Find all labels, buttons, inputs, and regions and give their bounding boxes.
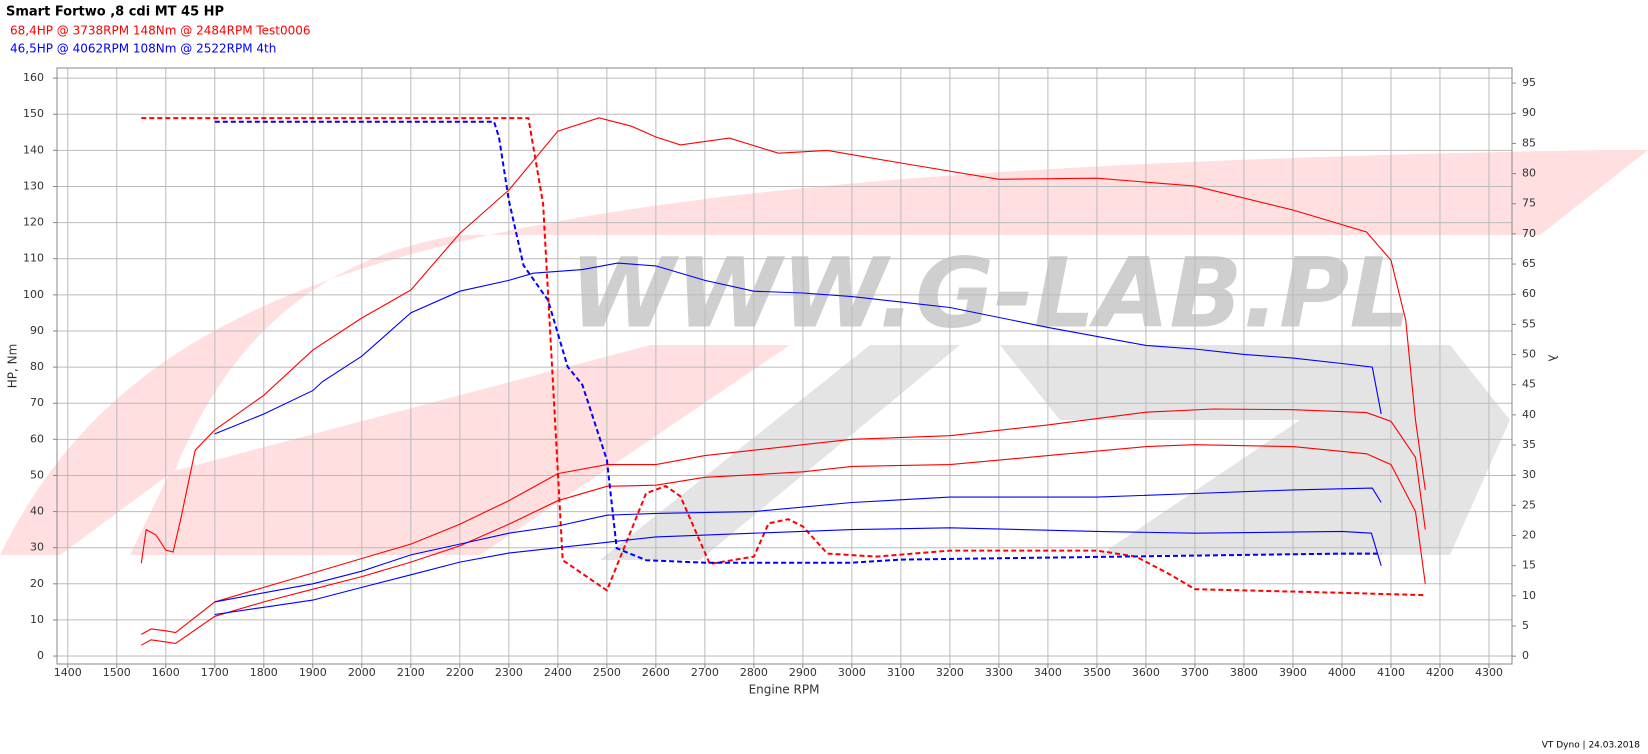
y2-tick-label: 5 xyxy=(1522,619,1529,632)
logo-background xyxy=(0,150,1648,560)
y-tick-label: 50 xyxy=(30,468,44,481)
y-tick-label: 0 xyxy=(37,649,44,662)
x-tick-label: 1700 xyxy=(201,666,229,679)
x-tick-label: 4200 xyxy=(1426,666,1454,679)
grid xyxy=(57,68,1512,664)
x-tick-label: 1800 xyxy=(250,666,278,679)
x-tick-label: 3000 xyxy=(838,666,866,679)
x-axis-label: Engine RPM xyxy=(749,683,820,697)
curve xyxy=(214,262,1382,435)
x-tick-label: 3400 xyxy=(1034,666,1062,679)
y2-tick-label: 80 xyxy=(1522,167,1536,180)
y-tick-label: 110 xyxy=(23,252,44,265)
y-tick-label: 10 xyxy=(30,613,44,626)
y2-tick-label: 70 xyxy=(1522,227,1536,240)
y-tick-label: 70 xyxy=(30,396,44,409)
x-tick-label: 1900 xyxy=(299,666,327,679)
curve xyxy=(140,117,1426,564)
y-tick-label: 90 xyxy=(30,324,44,337)
y2-tick-label: 75 xyxy=(1522,197,1536,210)
y2-tick-label: 85 xyxy=(1522,136,1536,149)
x-tick-label: 2200 xyxy=(446,666,474,679)
x-tick-label: 4000 xyxy=(1328,666,1356,679)
y-tick-label: 130 xyxy=(23,179,44,192)
x-tick-label: 2600 xyxy=(642,666,670,679)
subtitle: 68,4HP @ 3738RPM 148Nm @ 2484RPM Test000… xyxy=(10,24,311,38)
y-tick-label: 60 xyxy=(30,432,44,445)
x-tick-label: 3100 xyxy=(887,666,915,679)
y-tick-label: 100 xyxy=(23,288,44,301)
y2-tick-label: 50 xyxy=(1522,348,1536,361)
x-tick-label: 1500 xyxy=(103,666,131,679)
y-tick-label: 120 xyxy=(23,216,44,229)
curve xyxy=(141,444,1426,646)
x-tick-label: 1600 xyxy=(152,666,180,679)
y-axis-label: HP, Nm xyxy=(6,344,20,389)
watermark: WWW.G-LAB.PL xyxy=(569,237,1410,349)
x-tick-label: 4300 xyxy=(1475,666,1503,679)
x-tick-label: 3700 xyxy=(1181,666,1209,679)
y2-tick-label: 60 xyxy=(1522,287,1536,300)
curve xyxy=(214,487,1382,603)
x-tick-label: 2000 xyxy=(348,666,376,679)
y-tick-label: 80 xyxy=(30,360,44,373)
curve xyxy=(141,408,1426,635)
lambda-line xyxy=(214,120,1382,564)
y2-tick-label: 35 xyxy=(1522,438,1536,451)
x-tick-label: 2900 xyxy=(789,666,817,679)
y2-axis-label: λ xyxy=(1546,354,1560,361)
x-tick-label: 2400 xyxy=(544,666,572,679)
lambda-line xyxy=(141,117,1426,597)
x-tick-label: 3600 xyxy=(1132,666,1160,679)
curve xyxy=(214,527,1382,616)
y-tick-label: 20 xyxy=(30,577,44,590)
x-tick-label: 3300 xyxy=(985,666,1013,679)
x-tick-label: 2800 xyxy=(740,666,768,679)
y2-tick-label: 15 xyxy=(1522,559,1536,572)
x-tick-label: 2700 xyxy=(691,666,719,679)
subtitle: 46,5HP @ 4062RPM 108Nm @ 2522RPM 4th xyxy=(10,42,276,56)
y2-tick-label: 0 xyxy=(1522,649,1529,662)
x-tick-label: 3500 xyxy=(1083,666,1111,679)
x-tick-label: 1400 xyxy=(54,666,82,679)
x-tick-label: 2300 xyxy=(495,666,523,679)
y2-tick-label: 30 xyxy=(1522,468,1536,481)
y2-tick-label: 40 xyxy=(1522,408,1536,421)
y2-tick-label: 90 xyxy=(1522,106,1536,119)
y-tick-label: 150 xyxy=(23,107,44,120)
x-tick-label: 3900 xyxy=(1279,666,1307,679)
y2-tick-label: 10 xyxy=(1522,589,1536,602)
x-tick-label: 2100 xyxy=(397,666,425,679)
x-tick-label: 4100 xyxy=(1377,666,1405,679)
x-tick-label: 3200 xyxy=(936,666,964,679)
y-tick-label: 160 xyxy=(23,71,44,84)
plot-frame xyxy=(56,67,1513,665)
y-tick-label: 40 xyxy=(30,505,44,518)
y2-tick-label: 95 xyxy=(1522,76,1536,89)
y-tick-label: 30 xyxy=(30,541,44,554)
footer: VT Dyno | 24.03.2018 xyxy=(1542,741,1641,751)
y2-tick-label: 55 xyxy=(1522,317,1536,330)
y2-tick-label: 65 xyxy=(1522,257,1536,270)
x-tick-label: 3800 xyxy=(1230,666,1258,679)
chart-title: Smart Fortwo ,8 cdi MT 45 HP xyxy=(6,5,224,20)
y2-tick-label: 45 xyxy=(1522,378,1536,391)
y2-tick-label: 25 xyxy=(1522,498,1536,511)
y-tick-label: 140 xyxy=(23,143,44,156)
x-tick-label: 2500 xyxy=(593,666,621,679)
y2-tick-label: 20 xyxy=(1522,529,1536,542)
